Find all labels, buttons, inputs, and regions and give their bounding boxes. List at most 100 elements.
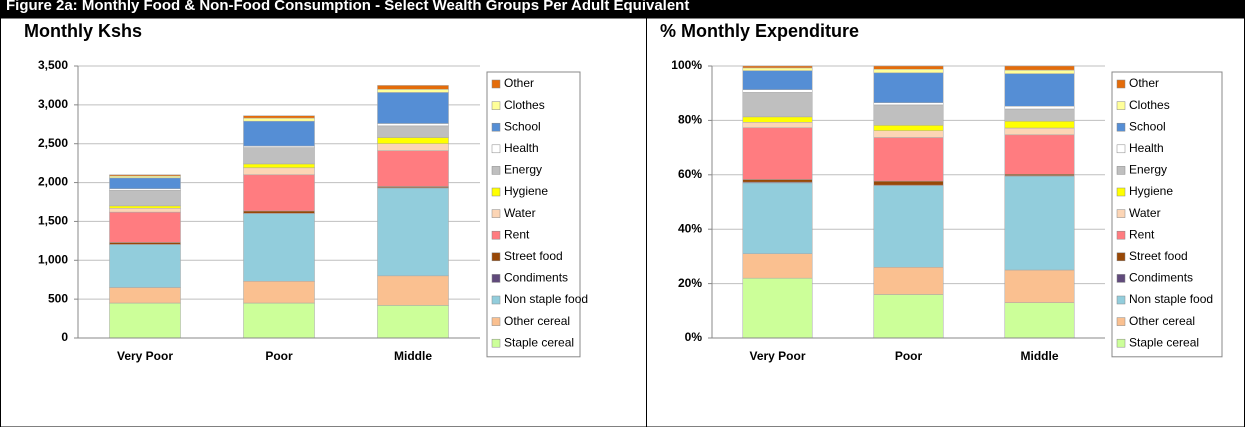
bar-segment [743,68,812,71]
y-tick-label: 20% [678,276,702,290]
legend-label: Water [504,206,536,220]
bar-segment [377,305,448,338]
legend-swatch [1117,210,1125,218]
y-tick-label: 0 [61,330,68,344]
bar-segment [874,267,943,294]
bar-segment [109,190,180,206]
legend-swatch [1117,274,1125,282]
chart-title: % Monthly Expenditure [660,21,859,41]
bar-segment [743,128,812,180]
y-tick-label: 2,000 [38,175,68,189]
bar-segment [377,144,448,151]
bar-segment [243,168,314,175]
legend-swatch [492,253,500,261]
bar-segment [743,122,812,127]
y-tick-label: 3,000 [38,97,68,111]
bar-segment [377,151,448,187]
legend-label: Street food [504,249,563,263]
bar-segment [743,183,812,254]
legend-swatch [1117,166,1125,174]
legend-label: Condiments [1129,271,1193,285]
legend-label: Rent [1129,227,1155,241]
bar-segment [1005,109,1074,121]
bar-segment [243,118,314,121]
legend-swatch [492,102,500,110]
legend-swatch [492,318,500,326]
legend-label: Water [1129,206,1161,220]
bar-segment [874,186,943,268]
bar-segment [377,126,448,138]
bar-segment [874,66,943,69]
bar-segment [1005,303,1074,338]
bar-segment [243,164,314,168]
bar-segment [109,176,180,178]
legend-label: Energy [1129,163,1167,177]
legend-label: Condiments [504,271,568,285]
bar-segment [874,125,943,130]
bar-segment [243,148,314,164]
legend-swatch [1117,188,1125,196]
legend-label: Other cereal [1129,314,1195,328]
legend-swatch [1117,339,1125,347]
bar-segment [1005,70,1074,74]
bar-segment [1005,106,1074,109]
bar-segment [743,117,812,122]
bar-segment [743,254,812,278]
x-tick-label: Middle [1021,349,1059,363]
bar-segment [243,303,314,338]
legend-swatch [1117,296,1125,304]
bar-segment [743,90,812,93]
legend-label: Non staple food [1129,292,1213,306]
bar-segment [377,188,448,276]
bar-segment [377,92,448,123]
bar-segment [743,66,812,68]
bar-segment [874,105,943,125]
legend-label: School [504,119,541,133]
legend-swatch [492,296,500,304]
legend-swatch [1117,80,1125,88]
bar-segment [1005,66,1074,70]
bar-segment [109,175,180,176]
legend-label: Staple cereal [504,335,574,349]
bar-segment [874,181,943,185]
legend-label: Rent [504,227,530,241]
bar-segment [743,71,812,90]
legend-swatch [492,231,500,239]
legend-label: Staple cereal [1129,335,1199,349]
legend-label: Street food [1129,249,1188,263]
legend-label: Clothes [1129,98,1170,112]
bar-segment [874,69,943,73]
x-tick-label: Poor [265,349,293,363]
legend-swatch [1117,102,1125,110]
legend-swatch [492,80,500,88]
bar-segment [377,276,448,306]
legend-swatch [1117,318,1125,326]
bar-segment [243,116,314,118]
bar-segment [874,138,943,182]
legend-label: Health [1129,141,1164,155]
y-tick-label: 3,500 [38,58,68,72]
y-tick-label: 0% [685,330,703,344]
legend-swatch [492,210,500,218]
legend-label: Other [1129,76,1159,90]
figure-title: Figure 2a: Monthly Food & Non-Food Consu… [6,0,689,14]
bar-segment [109,287,180,303]
y-tick-label: 60% [678,167,702,181]
bar-segment [243,214,314,282]
bar-segment [874,294,943,338]
bar-segment [874,131,943,138]
legend-label: Hygiene [504,184,548,198]
bar-segment [377,85,448,89]
bar-segment [743,92,812,116]
legend-label: Hygiene [1129,184,1173,198]
legend-swatch [492,166,500,174]
bar-segment [743,179,812,182]
legend-label: Other [504,76,534,90]
y-tick-label: 1,500 [38,214,68,228]
y-tick-label: 40% [678,221,702,235]
legend-swatch [1117,123,1125,131]
legend-swatch [492,274,500,282]
bar-segment [109,178,180,189]
legend-label: School [1129,119,1166,133]
